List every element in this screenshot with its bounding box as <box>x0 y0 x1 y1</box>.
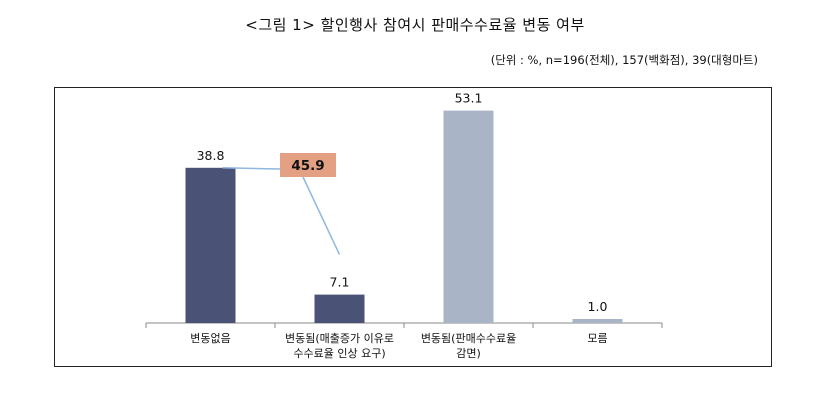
bar <box>314 294 365 323</box>
category-label: 수수료율 인상 요구) <box>293 347 385 360</box>
category-label: 감면) <box>456 347 481 360</box>
data-label: 38.8 <box>197 148 225 163</box>
callout-connector <box>222 167 281 170</box>
callout-box <box>280 153 336 177</box>
data-label: 53.1 <box>455 91 483 106</box>
bar <box>185 167 236 323</box>
bar <box>572 319 623 323</box>
callout-connector <box>302 176 341 255</box>
chart-frame <box>54 87 772 367</box>
data-label: 7.1 <box>330 275 350 290</box>
category-label: 변동됨(매출증가 이유로 <box>285 332 394 345</box>
callout-label: 45.9 <box>291 158 324 174</box>
data-label: 1.0 <box>588 299 608 314</box>
category-label: 모름 <box>587 332 607 345</box>
unit-note: (단위 : %, n=196(전체), 157(백화점), 39(대형마트) <box>490 53 758 67</box>
bar <box>443 110 494 323</box>
category-label: 변동됨(판매수수료율 <box>421 332 516 345</box>
chart-title: <그림 1> 할인행사 참여시 판매수수료율 변동 여부 <box>245 16 585 34</box>
category-label: 변동없음 <box>190 332 230 345</box>
